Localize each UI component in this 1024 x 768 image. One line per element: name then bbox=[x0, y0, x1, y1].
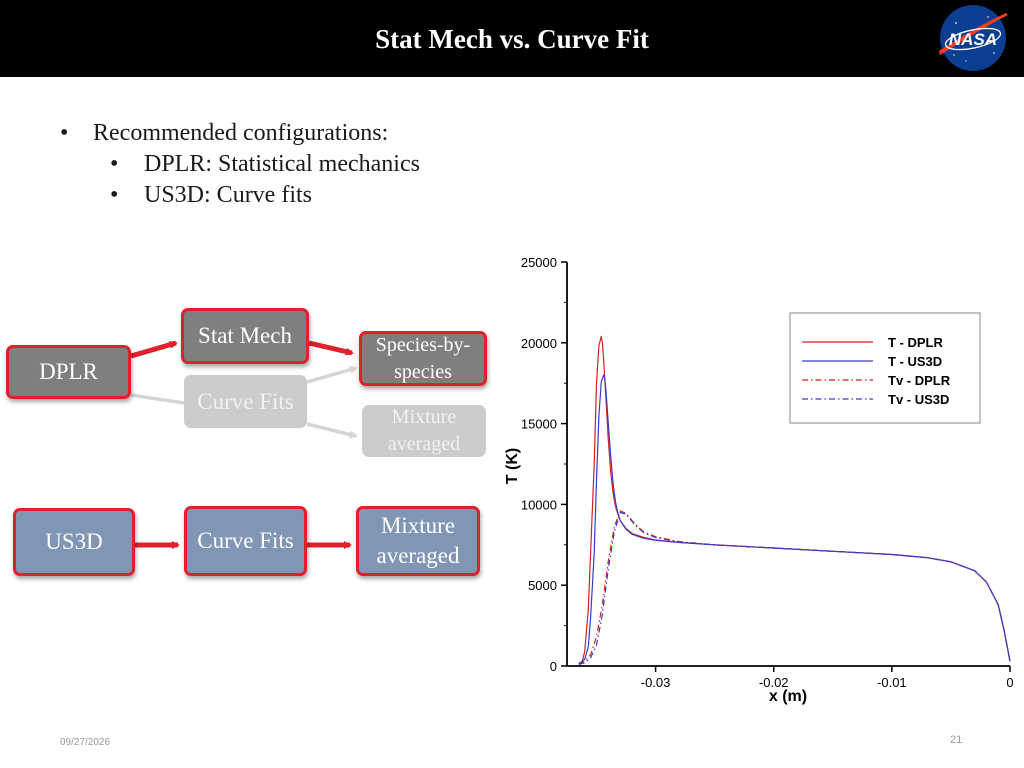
legend-label: Tv - DPLR bbox=[888, 373, 951, 388]
sub-bullet-text: DPLR: Statistical mechanics bbox=[144, 151, 420, 177]
y-tick-label: 25000 bbox=[521, 255, 557, 270]
y-tick-label: 20000 bbox=[521, 336, 557, 351]
bullet-dot-icon: • bbox=[60, 120, 69, 146]
y-tick-label: 0 bbox=[550, 659, 557, 674]
arrow-stat-mech-to-species bbox=[308, 340, 354, 356]
x-ticks: -0.03 -0.02 -0.01 0 bbox=[641, 666, 1014, 690]
species-by-species-box: Species-by-species bbox=[359, 331, 487, 386]
legend-label: Tv - US3D bbox=[888, 392, 949, 407]
bullet-dot-icon: • bbox=[110, 151, 119, 177]
us3d-box: US3D bbox=[13, 508, 135, 576]
series-line bbox=[578, 510, 1011, 665]
nasa-logo-icon: NASA bbox=[939, 5, 1008, 71]
x-tick-label: -0.03 bbox=[641, 675, 671, 690]
curve-fits-box-inactive: Curve Fits bbox=[184, 375, 307, 428]
sub-bullet-text: US3D: Curve fits bbox=[144, 182, 312, 208]
series-line bbox=[578, 511, 1011, 665]
x-tick-label: -0.02 bbox=[759, 675, 789, 690]
dplr-box: DPLR bbox=[6, 345, 131, 399]
configuration-flow-diagram: Curve Fits Mixture averaged DPLR Stat Me… bbox=[0, 0, 500, 768]
slide-title: Stat Mech vs. Curve Fit bbox=[375, 24, 649, 54]
y-tick-label: 15000 bbox=[521, 417, 557, 432]
mixture-averaged-box: Mixture averaged bbox=[356, 506, 480, 576]
logo-text: NASA bbox=[949, 30, 997, 49]
arrow-curve-fits-to-species bbox=[306, 365, 358, 384]
curve-fits-box: Curve Fits bbox=[184, 506, 307, 576]
x-tick-label: -0.01 bbox=[877, 675, 907, 690]
y-ticks: 0 5000 10000 15000 20000 25000 bbox=[521, 255, 567, 674]
legend-frame bbox=[789, 312, 981, 424]
title-bar: Stat Mech vs. Curve Fit NASA bbox=[0, 0, 1024, 77]
arrow-curve-fits-to-mixture bbox=[306, 422, 358, 439]
legend-label: T - DPLR bbox=[888, 335, 943, 350]
footer-date: 09/27/2026 bbox=[60, 737, 111, 748]
flow-connectors bbox=[130, 340, 358, 549]
page-number: 21 bbox=[950, 734, 963, 746]
arrow-dplr-to-stat-mech bbox=[130, 340, 178, 359]
y-tick-label: 10000 bbox=[521, 497, 557, 512]
bullet-dot-icon: • bbox=[110, 182, 119, 208]
arrow-dplr-to-curve-fits bbox=[130, 393, 185, 405]
mixture-averaged-box-inactive: Mixture averaged bbox=[362, 405, 486, 457]
stat-mech-box: Stat Mech bbox=[181, 308, 309, 364]
y-axis-label: T (K) bbox=[504, 448, 521, 484]
bullet-text: Recommended configurations: bbox=[93, 120, 389, 146]
legend-label: T - US3D bbox=[888, 354, 942, 369]
x-axis-label: x (m) bbox=[769, 688, 807, 705]
x-tick-label: 0 bbox=[1006, 675, 1013, 690]
y-tick-label: 5000 bbox=[528, 578, 557, 593]
plot-area bbox=[578, 335, 1011, 665]
chart-legend: T - DPLR T - US3D Tv - DPLR Tv - US3D bbox=[789, 312, 981, 424]
